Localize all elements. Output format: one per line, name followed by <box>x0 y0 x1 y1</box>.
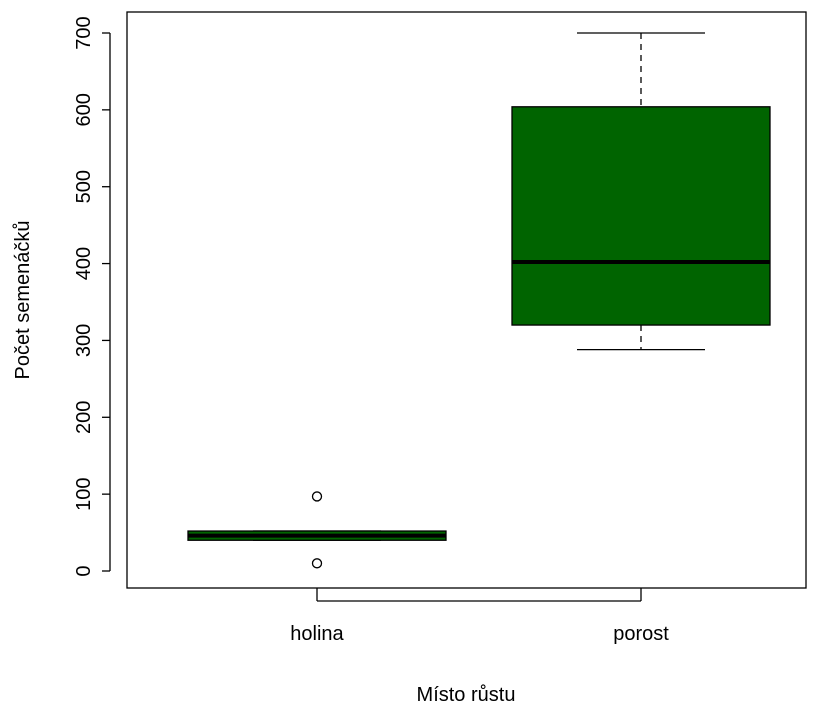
outlier-point <box>311 491 323 502</box>
y-tick-label: 100 <box>73 477 95 510</box>
y-tick-label: 500 <box>73 170 95 203</box>
outlier-point <box>311 558 323 569</box>
y-tick-label: 0 <box>73 565 95 576</box>
plot-frame <box>126 11 807 589</box>
y-tick-label: 700 <box>73 16 95 49</box>
y-tick-label: 200 <box>73 401 95 434</box>
box-holina <box>187 491 447 569</box>
boxes-group <box>187 32 771 569</box>
y-tick-label: 400 <box>73 247 95 280</box>
x-tick-label: porost <box>613 623 669 645</box>
box-iqr <box>511 106 771 326</box>
box-porost <box>511 32 771 351</box>
x-tick-label: holina <box>290 623 344 645</box>
x-axis-title: Místo růstu <box>417 684 516 704</box>
y-axis-title: Počet semenáčků <box>12 221 34 380</box>
x-axis: holina porost <box>290 588 669 645</box>
y-tick-label: 300 <box>73 324 95 357</box>
y-axis: 0 100 200 300 400 500 600 700 <box>73 16 111 577</box>
y-tick-label: 600 <box>73 93 95 126</box>
